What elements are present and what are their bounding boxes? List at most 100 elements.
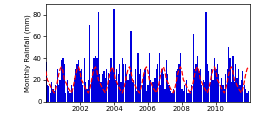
Bar (162, 75, 163, 102)
Bar (120, 82, 121, 102)
Bar (106, 69, 107, 102)
Bar (172, 89, 173, 102)
Bar (99, 75, 100, 102)
Bar (137, 53, 138, 102)
Bar (192, 34, 193, 102)
Bar (183, 85, 185, 102)
Bar (140, 69, 141, 102)
Bar (202, 80, 203, 102)
Bar (206, 64, 207, 102)
Bar (116, 69, 117, 102)
Bar (49, 93, 51, 102)
Bar (87, 80, 89, 102)
Bar (117, 75, 118, 102)
Bar (58, 85, 59, 102)
Bar (165, 60, 166, 102)
Bar (148, 53, 149, 102)
Bar (147, 85, 148, 102)
Bar (107, 73, 108, 102)
Bar (151, 82, 152, 102)
Bar (133, 80, 134, 102)
Bar (79, 71, 80, 102)
Bar (121, 58, 122, 102)
Bar (190, 85, 192, 102)
Bar (189, 91, 190, 102)
Bar (181, 89, 182, 102)
Bar (123, 64, 124, 102)
Bar (102, 75, 103, 102)
Bar (182, 91, 183, 102)
Bar (109, 80, 110, 102)
Bar (156, 64, 158, 102)
Bar (161, 69, 162, 102)
Bar (207, 71, 209, 102)
Y-axis label: Monthly Rainfall (mm): Monthly Rainfall (mm) (25, 14, 31, 92)
Bar (124, 64, 125, 102)
Bar (203, 82, 204, 102)
Bar (220, 78, 221, 102)
Bar (185, 80, 186, 102)
Bar (176, 69, 178, 102)
Bar (221, 85, 223, 102)
Bar (169, 91, 170, 102)
Bar (204, 12, 206, 102)
Bar (118, 64, 120, 102)
Bar (196, 56, 197, 102)
Bar (127, 80, 128, 102)
Bar (224, 75, 226, 102)
Bar (85, 82, 86, 102)
Bar (168, 85, 169, 102)
Bar (51, 82, 52, 102)
Bar (75, 69, 76, 102)
Bar (155, 69, 156, 102)
Bar (62, 58, 63, 102)
Bar (131, 82, 133, 102)
Bar (86, 89, 87, 102)
Bar (240, 80, 241, 102)
Bar (138, 75, 139, 102)
Bar (142, 75, 144, 102)
Bar (149, 80, 151, 102)
Bar (97, 12, 99, 102)
Bar (171, 93, 172, 102)
Bar (226, 69, 227, 102)
Bar (243, 85, 244, 102)
Bar (209, 82, 210, 102)
Bar (89, 26, 90, 102)
Bar (195, 64, 196, 102)
Bar (160, 85, 161, 102)
Bar (72, 89, 73, 102)
Bar (244, 89, 245, 102)
Bar (134, 69, 135, 102)
Bar (210, 69, 211, 102)
Bar (178, 64, 179, 102)
Bar (219, 85, 220, 102)
Bar (233, 82, 234, 102)
Bar (235, 78, 237, 102)
Bar (130, 31, 131, 102)
Bar (241, 71, 242, 102)
Bar (76, 64, 77, 102)
Bar (213, 58, 214, 102)
Bar (188, 93, 189, 102)
Bar (46, 85, 48, 102)
Bar (166, 75, 168, 102)
Bar (100, 82, 101, 102)
Bar (193, 69, 195, 102)
Bar (66, 80, 68, 102)
Bar (158, 53, 159, 102)
Bar (73, 78, 75, 102)
Bar (55, 85, 56, 102)
Bar (114, 80, 116, 102)
Bar (154, 78, 155, 102)
Bar (214, 69, 216, 102)
Bar (77, 60, 79, 102)
Bar (68, 91, 69, 102)
Bar (92, 69, 93, 102)
Bar (198, 71, 199, 102)
Bar (128, 75, 130, 102)
Bar (186, 93, 187, 102)
Bar (175, 71, 176, 102)
Bar (200, 85, 201, 102)
Bar (52, 89, 53, 102)
